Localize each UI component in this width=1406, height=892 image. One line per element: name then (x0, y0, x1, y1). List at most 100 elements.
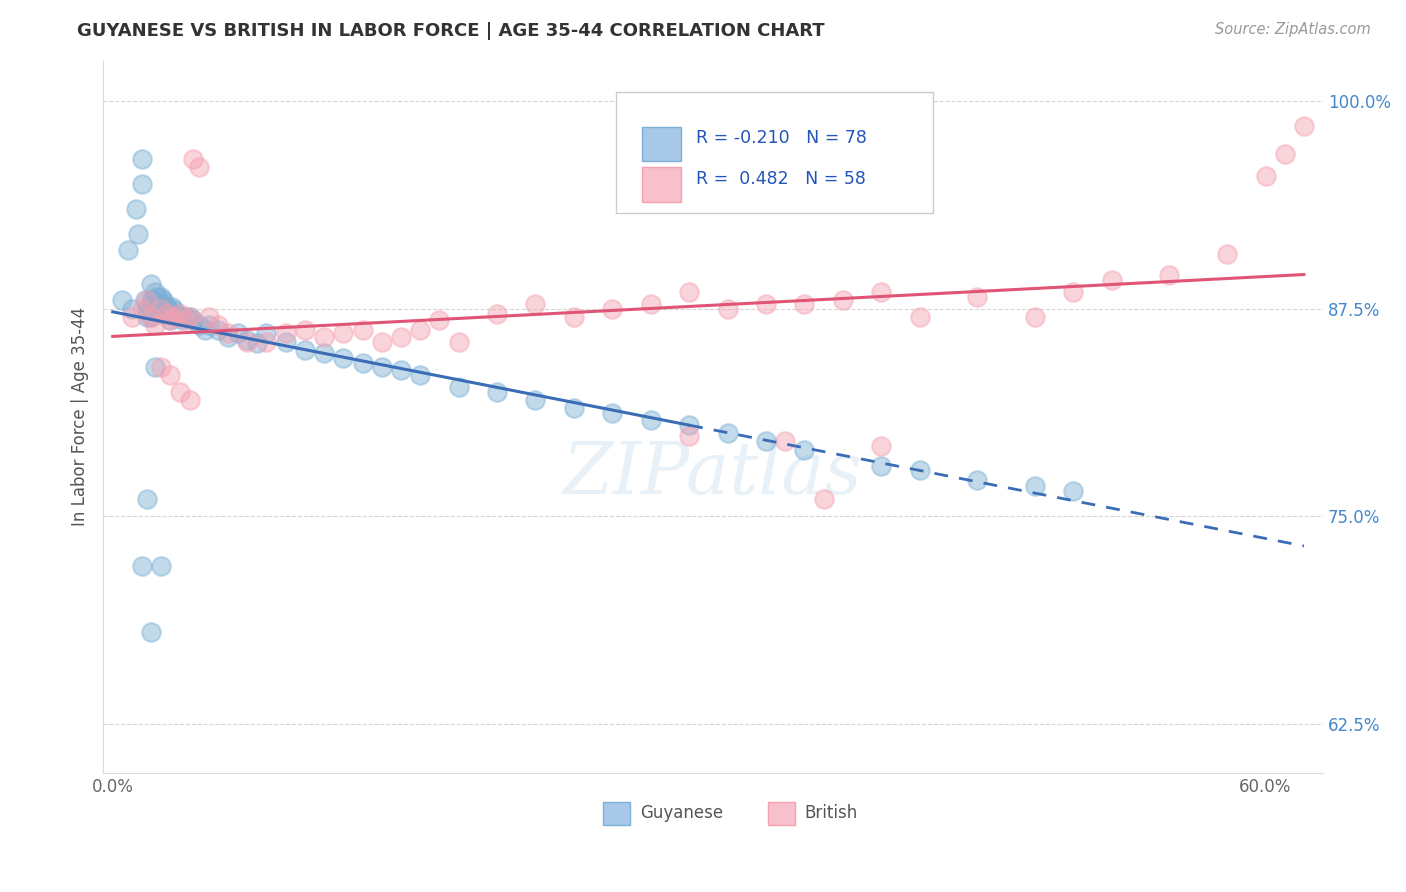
Point (121, 301, 143, 316)
Point (131, 558, 153, 573)
Point (198, 318, 221, 333)
Point (136, 310, 159, 324)
Point (966, 290, 988, 304)
Point (447, 334, 470, 349)
Point (169, 384, 191, 399)
Point (143, 285, 166, 299)
Point (148, 303, 170, 318)
FancyBboxPatch shape (616, 92, 932, 213)
Point (793, 442, 815, 457)
Point (246, 336, 269, 351)
Point (485, 384, 508, 399)
Point (146, 296, 169, 310)
Point (179, 392, 201, 407)
Text: Guyanese: Guyanese (640, 804, 723, 822)
Point (1292, 119, 1315, 133)
Point (370, 359, 392, 374)
Point (131, 301, 153, 316)
Point (600, 301, 623, 316)
Point (485, 307, 508, 321)
Point (217, 326, 239, 341)
Point (152, 300, 174, 314)
Point (163, 310, 186, 324)
Point (409, 368, 432, 382)
Point (716, 426, 738, 441)
Point (169, 310, 191, 324)
Point (640, 413, 662, 427)
Point (332, 326, 354, 341)
Point (1062, 484, 1084, 499)
Point (678, 417, 700, 432)
Point (149, 301, 172, 316)
Point (1216, 247, 1239, 261)
Point (131, 152, 153, 166)
Point (157, 301, 180, 316)
Point (427, 313, 450, 327)
Point (148, 300, 170, 314)
Point (159, 313, 181, 327)
Point (149, 296, 172, 310)
Point (447, 379, 470, 393)
Point (793, 296, 815, 310)
Point (294, 323, 316, 337)
Point (966, 473, 988, 487)
Point (640, 296, 662, 310)
Point (1274, 147, 1296, 161)
Text: R = -0.210   N = 78: R = -0.210 N = 78 (696, 129, 868, 147)
Point (163, 303, 186, 318)
Point (1024, 479, 1046, 493)
Point (141, 293, 163, 308)
Point (142, 293, 165, 308)
Point (149, 290, 172, 304)
Point (908, 310, 931, 324)
Point (121, 310, 143, 324)
Point (174, 310, 197, 324)
Point (170, 313, 193, 327)
Point (1024, 310, 1046, 324)
Text: R =  0.482   N = 58: R = 0.482 N = 58 (696, 170, 866, 188)
Point (274, 326, 297, 341)
Text: Source: ZipAtlas.com: Source: ZipAtlas.com (1215, 22, 1371, 37)
Point (194, 323, 217, 337)
Point (831, 293, 853, 308)
Point (236, 334, 259, 349)
Point (332, 351, 354, 366)
Point (141, 625, 163, 640)
Point (352, 323, 374, 337)
Point (183, 313, 205, 327)
Point (141, 310, 163, 324)
Point (149, 359, 172, 374)
Point (141, 277, 163, 291)
Point (352, 356, 374, 370)
Point (136, 301, 159, 316)
Point (159, 368, 181, 382)
Point (678, 429, 700, 443)
Point (562, 310, 585, 324)
Point (370, 334, 392, 349)
Point (143, 359, 166, 374)
Point (755, 434, 778, 449)
Point (1254, 169, 1277, 183)
Point (217, 330, 239, 344)
Point (188, 161, 211, 175)
Point (755, 296, 778, 310)
Point (159, 307, 181, 321)
Bar (643, 127, 682, 161)
Point (389, 363, 412, 377)
Point (1159, 268, 1181, 283)
Point (162, 300, 184, 314)
Point (125, 202, 148, 216)
Point (207, 323, 229, 337)
Bar (768, 802, 794, 825)
Text: British: British (804, 804, 858, 822)
Point (524, 392, 547, 407)
Bar (643, 168, 682, 202)
Point (524, 296, 547, 310)
Y-axis label: In Labor Force | Age 35-44: In Labor Force | Age 35-44 (72, 307, 89, 526)
Point (136, 293, 159, 308)
Point (274, 334, 297, 349)
Point (198, 310, 221, 324)
Point (131, 177, 153, 191)
Point (256, 326, 278, 341)
Point (155, 307, 177, 321)
